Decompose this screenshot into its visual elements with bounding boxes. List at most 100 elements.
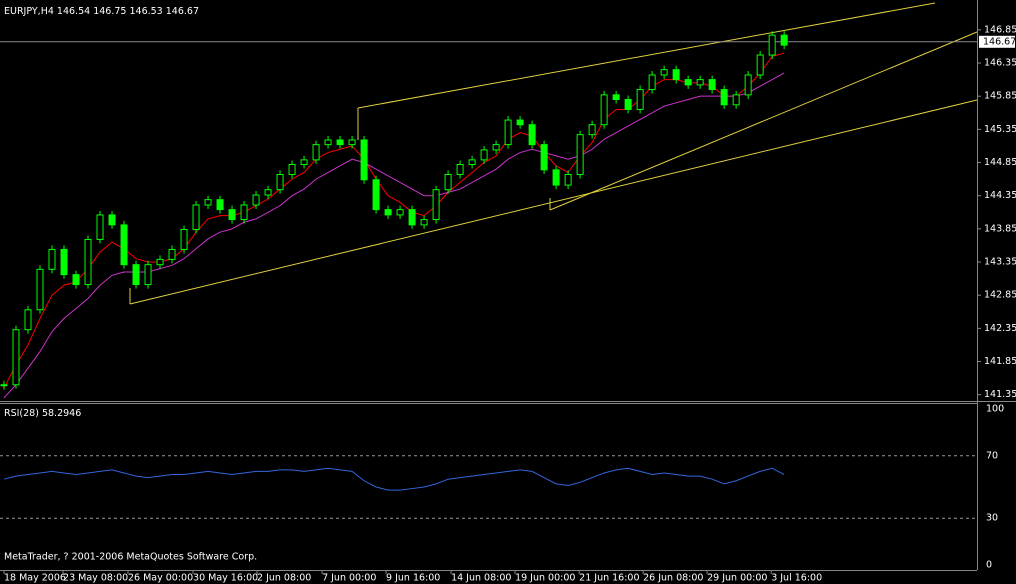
candle bbox=[564, 173, 572, 186]
candle bbox=[612, 94, 620, 101]
candle bbox=[24, 309, 32, 331]
y-tick-label: 141.35 bbox=[984, 389, 1016, 400]
candle bbox=[288, 164, 296, 175]
y-tick-label: 146.85 bbox=[984, 24, 1016, 35]
y-tick-label: 100 bbox=[986, 404, 1004, 415]
candle bbox=[204, 199, 212, 206]
x-tick-label: 21 Jun 16:00 bbox=[579, 573, 639, 584]
candle bbox=[516, 119, 524, 126]
candle bbox=[324, 139, 332, 146]
candle bbox=[168, 248, 176, 260]
chart-header: EURJPY,H4 146.54 146.75 146.53 146.67 bbox=[4, 6, 199, 17]
candle bbox=[228, 209, 236, 221]
candle bbox=[396, 209, 404, 216]
candle bbox=[216, 199, 224, 211]
candle bbox=[360, 139, 368, 181]
candle bbox=[0, 384, 8, 387]
candle bbox=[252, 194, 260, 206]
candle bbox=[552, 169, 560, 186]
candle bbox=[708, 79, 716, 91]
candle bbox=[744, 74, 752, 96]
x-tick-label: 26 Jun 08:00 bbox=[643, 573, 703, 584]
x-tick-label: 3 Jul 16:00 bbox=[771, 573, 822, 584]
candle bbox=[684, 79, 692, 86]
symbol: EURJPY,H4 bbox=[4, 6, 54, 17]
candle bbox=[444, 173, 452, 191]
y-tick-label: 144.85 bbox=[984, 157, 1016, 168]
candle bbox=[528, 124, 536, 146]
x-tick-label: 29 Jun 00:00 bbox=[707, 573, 767, 584]
candle bbox=[276, 173, 284, 191]
low: 146.53 bbox=[129, 6, 162, 17]
candle bbox=[156, 258, 164, 266]
candle bbox=[60, 248, 68, 276]
close: 146.67 bbox=[166, 6, 199, 17]
candle bbox=[456, 164, 464, 175]
candle bbox=[348, 139, 356, 146]
candle bbox=[492, 144, 500, 151]
candle bbox=[36, 268, 44, 311]
candle bbox=[432, 189, 440, 221]
current-price-label: 146.67 bbox=[983, 36, 1016, 47]
candle bbox=[264, 189, 272, 196]
x-tick-label: 2 Jun 08:00 bbox=[257, 573, 311, 584]
indicator-value: 58.2946 bbox=[42, 408, 81, 419]
x-tick-label: 26 May 00:00 bbox=[128, 573, 193, 584]
candle bbox=[408, 209, 416, 226]
candle bbox=[240, 204, 248, 221]
candle bbox=[48, 248, 56, 270]
trend-lines bbox=[129, 2, 978, 305]
x-tick-label: 30 May 16:00 bbox=[193, 573, 258, 584]
candle bbox=[468, 159, 476, 166]
x-tick-label: 7 Jun 00:00 bbox=[322, 573, 376, 584]
indicator-header: RSI(28) 58.2946 bbox=[4, 408, 81, 419]
high: 146.75 bbox=[93, 6, 126, 17]
candle bbox=[96, 214, 104, 240]
channel-bottom bbox=[129, 99, 978, 305]
support-line bbox=[549, 31, 978, 211]
candle bbox=[84, 238, 92, 286]
candle bbox=[144, 264, 152, 286]
y-tick-label: 141.85 bbox=[984, 356, 1016, 367]
copyright: MetaTrader, ? 2001-2006 MetaQuotes Softw… bbox=[4, 552, 257, 563]
y-tick-label: 145.85 bbox=[984, 91, 1016, 102]
candle bbox=[384, 209, 392, 216]
candle bbox=[672, 69, 680, 81]
candle bbox=[732, 94, 740, 106]
candle bbox=[720, 89, 728, 106]
candle bbox=[336, 139, 344, 146]
candle bbox=[660, 69, 668, 76]
rsi-line bbox=[3, 467, 785, 491]
candle bbox=[636, 89, 644, 110]
candle bbox=[588, 124, 596, 136]
y-tick-label: 142.85 bbox=[984, 290, 1016, 301]
channel-top bbox=[357, 2, 936, 109]
x-tick-label: 14 Jun 08:00 bbox=[451, 573, 511, 584]
candle bbox=[768, 34, 776, 56]
y-tick-label: 142.35 bbox=[984, 323, 1016, 334]
y-tick-label: 146.35 bbox=[984, 58, 1016, 69]
candle bbox=[504, 119, 512, 146]
candle bbox=[696, 79, 704, 86]
indicator-title: RSI(28) bbox=[4, 408, 39, 419]
y-tick-label: 145.35 bbox=[984, 124, 1016, 135]
candle bbox=[132, 264, 140, 286]
y-tick-label: 143.85 bbox=[984, 223, 1016, 234]
y-tick-label: 144.35 bbox=[984, 190, 1016, 201]
candle bbox=[120, 224, 128, 266]
x-tick-label: 19 Jun 00:00 bbox=[515, 573, 575, 584]
x-tick-label: 23 May 08:00 bbox=[63, 573, 128, 584]
candle bbox=[756, 54, 764, 76]
frame bbox=[0, 0, 1016, 571]
candle bbox=[372, 179, 380, 211]
candle bbox=[540, 144, 548, 171]
candle bbox=[780, 34, 788, 46]
candle bbox=[72, 274, 80, 286]
candle bbox=[108, 214, 116, 226]
candle bbox=[12, 329, 20, 386]
candle bbox=[576, 134, 584, 175]
candle bbox=[192, 204, 200, 231]
y-tick-label: 143.35 bbox=[984, 257, 1016, 268]
